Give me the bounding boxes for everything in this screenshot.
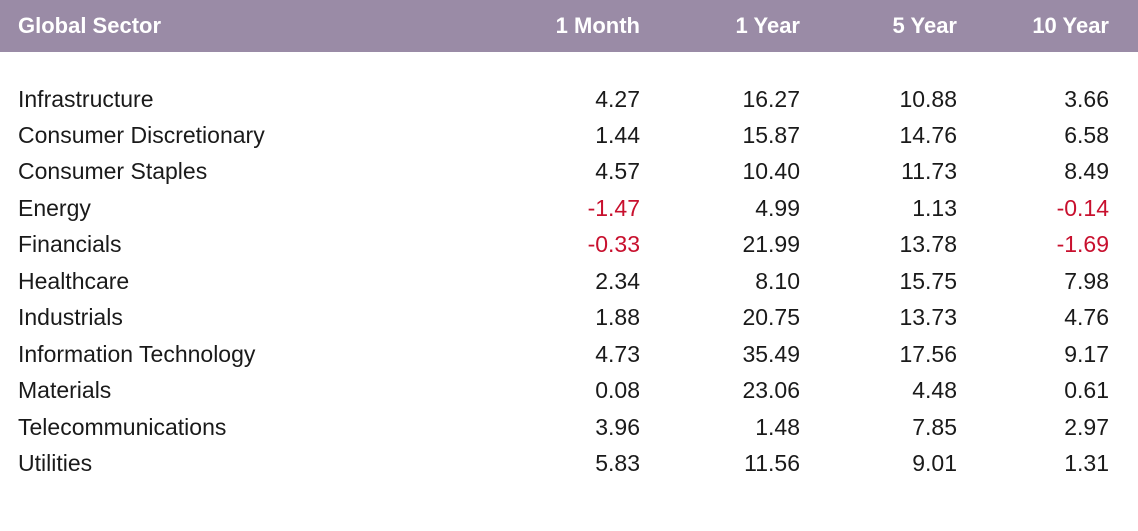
value-1-year: 16.27 — [742, 86, 800, 112]
table-row: Infrastructure 4.27 16.27 10.88 3.66 — [0, 84, 1138, 114]
sector-name: Infrastructure — [18, 86, 154, 112]
value-10-year: 2.97 — [1064, 414, 1109, 440]
header-1-year: 1 Year — [735, 13, 800, 38]
value-10-year: 3.66 — [1064, 86, 1109, 112]
sector-name: Information Technology — [18, 341, 256, 367]
value-1-year: 10.40 — [742, 158, 800, 184]
value-1-month: 4.57 — [595, 158, 640, 184]
sector-name: Materials — [18, 377, 112, 403]
sector-name: Telecommunications — [18, 414, 227, 440]
value-1-month: -0.33 — [587, 231, 640, 257]
sector-name: Financials — [18, 231, 122, 257]
sector-name: Industrials — [18, 304, 123, 330]
value-10-year: 8.49 — [1064, 158, 1109, 184]
value-1-month: 1.44 — [595, 122, 640, 148]
header-1-month: 1 Month — [555, 13, 640, 38]
value-10-year: 0.61 — [1064, 377, 1109, 403]
value-10-year: 1.31 — [1064, 450, 1109, 476]
value-5-year: 7.85 — [912, 414, 957, 440]
value-5-year: 14.76 — [899, 122, 957, 148]
table-row: Financials -0.33 21.99 13.78 -1.69 — [0, 229, 1138, 259]
sector-name: Consumer Staples — [18, 158, 208, 184]
value-1-year: 1.48 — [755, 414, 800, 440]
value-1-month: 5.83 — [595, 450, 640, 476]
sector-name: Consumer Discretionary — [18, 122, 265, 148]
value-1-year: 11.56 — [744, 450, 800, 476]
value-1-month: -1.47 — [587, 195, 640, 221]
sector-name: Utilities — [18, 450, 93, 476]
value-5-year: 17.56 — [899, 341, 957, 367]
table-row: Consumer Discretionary 1.44 15.87 14.76 … — [0, 120, 1138, 150]
table-row: Industrials 1.88 20.75 13.73 4.76 — [0, 302, 1138, 332]
value-1-month: 3.96 — [595, 414, 640, 440]
table-row: Consumer Staples 4.57 10.40 11.73 8.49 — [0, 156, 1138, 186]
value-1-month: 4.73 — [595, 341, 640, 367]
sector-name: Energy — [18, 195, 91, 221]
value-10-year: 6.58 — [1064, 122, 1109, 148]
value-1-month: 1.88 — [595, 304, 640, 330]
value-1-year: 20.75 — [742, 304, 800, 330]
table-row: Energy -1.47 4.99 1.13 -0.14 — [0, 193, 1138, 223]
value-5-year: 13.73 — [899, 304, 957, 330]
value-10-year: -0.14 — [1056, 195, 1109, 221]
table-row: Utilities 5.83 11.56 9.01 1.31 — [0, 448, 1138, 478]
value-1-year: 4.99 — [755, 195, 800, 221]
value-1-month: 4.27 — [595, 86, 640, 112]
table-row: Telecommunications 3.96 1.48 7.85 2.97 — [0, 412, 1138, 442]
header-global-sector: Global Sector — [18, 13, 162, 38]
value-5-year: 4.48 — [912, 377, 957, 403]
value-10-year: -1.69 — [1056, 231, 1109, 257]
table-row: Healthcare 2.34 8.10 15.75 7.98 — [0, 266, 1138, 296]
value-1-year: 35.49 — [742, 341, 800, 367]
value-1-month: 2.34 — [595, 268, 640, 294]
table-header: Global Sector 1 Month 1 Year 5 Year 10 Y… — [0, 0, 1138, 52]
value-5-year: 10.88 — [899, 86, 957, 112]
value-10-year: 4.76 — [1064, 304, 1109, 330]
table-row: Materials 0.08 23.06 4.48 0.61 — [0, 375, 1138, 405]
value-5-year: 1.13 — [912, 195, 957, 221]
value-5-year: 15.75 — [899, 268, 957, 294]
value-1-year: 21.99 — [742, 231, 800, 257]
header-10-year: 10 Year — [1032, 13, 1109, 38]
value-1-year: 15.87 — [742, 122, 800, 148]
sector-name: Healthcare — [18, 268, 130, 294]
value-5-year: 11.73 — [901, 158, 957, 184]
table-row: Information Technology 4.73 35.49 17.56 … — [0, 339, 1138, 369]
value-10-year: 7.98 — [1064, 268, 1109, 294]
value-10-year: 9.17 — [1064, 341, 1109, 367]
value-1-month: 0.08 — [595, 377, 640, 403]
value-5-year: 9.01 — [912, 450, 957, 476]
value-1-year: 23.06 — [742, 377, 800, 403]
value-5-year: 13.78 — [899, 231, 957, 257]
value-1-year: 8.10 — [755, 268, 800, 294]
header-5-year: 5 Year — [892, 13, 957, 38]
